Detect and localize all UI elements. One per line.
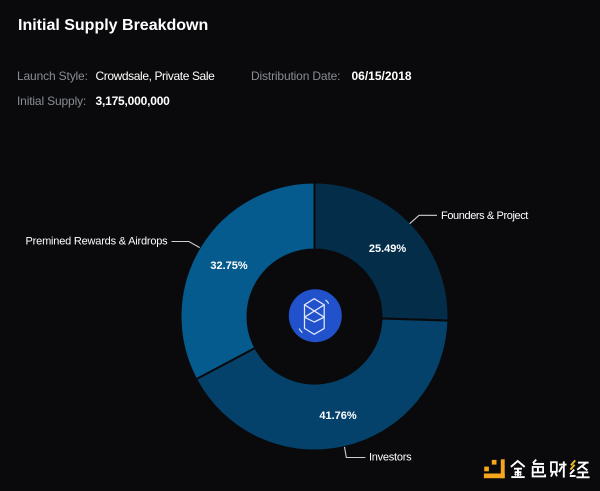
svg-text:41.76%: 41.76% <box>319 410 357 422</box>
svg-text:Founders & Project: Founders & Project <box>441 210 528 222</box>
svg-text:Investors: Investors <box>369 452 412 464</box>
svg-text:32.75%: 32.75% <box>210 260 248 272</box>
svg-text:25.49%: 25.49% <box>369 243 407 255</box>
svg-text:Premined Rewards & Airdrops: Premined Rewards & Airdrops <box>26 236 169 248</box>
